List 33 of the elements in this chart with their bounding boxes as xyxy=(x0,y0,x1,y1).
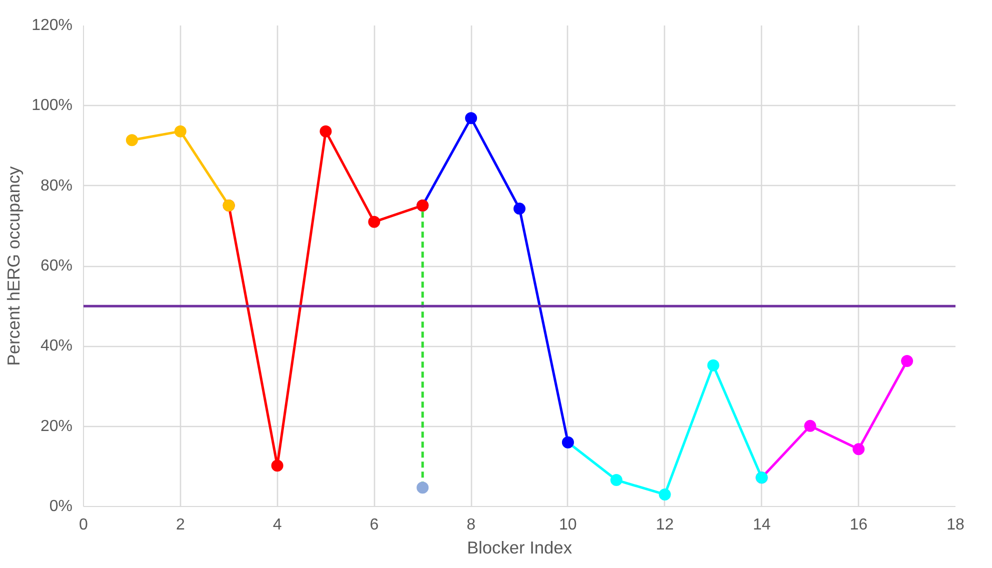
point xyxy=(465,112,478,124)
point xyxy=(707,359,720,372)
x-tick-label: 0 xyxy=(79,516,88,534)
point xyxy=(901,355,914,367)
x-tick-label: 4 xyxy=(272,516,282,534)
point xyxy=(271,460,284,472)
y-tick-label: 20% xyxy=(40,418,73,435)
y-tick-label: 60% xyxy=(40,258,73,274)
x-axis-title: Blocker Index xyxy=(467,538,572,558)
x-tick-label: 12 xyxy=(656,516,674,534)
point xyxy=(174,125,186,138)
y-tick-label: 40% xyxy=(40,338,73,355)
y-axis-title: Percent hERG occupancy xyxy=(4,166,24,366)
x-tick-label: 2 xyxy=(176,516,185,534)
point xyxy=(658,488,671,500)
point xyxy=(368,216,380,228)
point xyxy=(416,482,429,494)
point xyxy=(610,474,622,486)
x-tick-label: 6 xyxy=(370,516,379,534)
x-tick-label: 10 xyxy=(559,516,577,534)
x-tick-label: 8 xyxy=(466,516,476,534)
y-tick-label: 80% xyxy=(40,177,73,194)
point xyxy=(320,125,332,138)
x-tick-label: 18 xyxy=(946,516,964,534)
y-tick-label: 100% xyxy=(32,97,72,114)
point xyxy=(804,420,816,432)
y-tick-label: 120% xyxy=(32,17,72,34)
x-tick-label: 14 xyxy=(752,516,771,534)
y-tick-label: 0% xyxy=(49,498,72,515)
point xyxy=(852,443,865,456)
point xyxy=(126,134,138,146)
x-tick-label: 16 xyxy=(850,516,868,534)
point xyxy=(514,202,526,215)
